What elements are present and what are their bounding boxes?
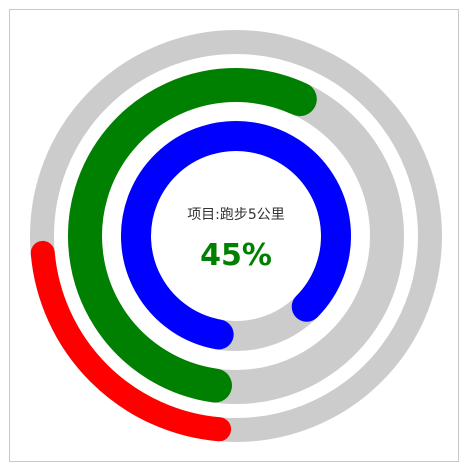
project-label: 项目:跑步5公里 <box>136 204 336 224</box>
percent-value: 45% <box>136 238 336 273</box>
inner-ring-progress <box>136 136 336 334</box>
